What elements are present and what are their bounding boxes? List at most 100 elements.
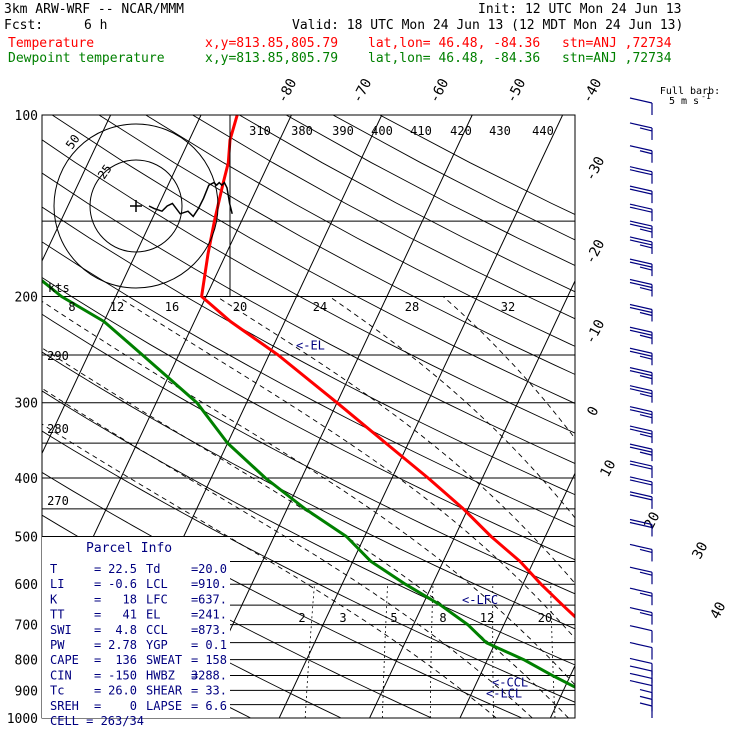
isotherm-line <box>459 472 575 718</box>
parcel-info-value: 0.1 <box>205 638 227 652</box>
parcel-info-key: K <box>50 592 58 606</box>
theta-label: 410 <box>410 124 432 138</box>
theta-label: 280 <box>47 422 69 436</box>
wind-barb-flag <box>629 347 653 354</box>
wind-barb-half <box>639 286 653 292</box>
temperature-profile <box>200 115 575 619</box>
theta-label: 440 <box>532 124 554 138</box>
mixing-ratio-label: 20 <box>538 611 552 625</box>
wind-barb-flag <box>629 188 653 195</box>
hodograph-ring <box>89 159 183 253</box>
mixing-ratio-line <box>492 584 494 718</box>
wind-barb-flag <box>629 443 653 450</box>
parcel-info-key: CAPE <box>50 653 79 667</box>
wind-barb <box>629 587 653 606</box>
parcel-info-equals: = <box>191 623 198 637</box>
temperature-legend: Temperature <box>8 36 95 51</box>
parcel-info-equals: = <box>94 562 101 576</box>
hodograph-ring-label: 25 <box>95 162 115 182</box>
parcel-info-value: 33. <box>205 684 227 698</box>
wind-barb-flag <box>629 479 653 486</box>
parcel-info-key: LFC <box>146 592 168 606</box>
wind-barb-flag <box>629 657 653 665</box>
dry-adiabat <box>332 115 575 241</box>
dry-adiabat <box>192 115 575 320</box>
parcel-info-value: 6.6 <box>205 699 227 713</box>
dry-adiabat <box>42 241 575 528</box>
wind-barb <box>629 460 653 479</box>
wind-barb-flag <box>629 281 653 289</box>
mixing-ratio-line <box>550 584 556 718</box>
mixing-ratio-line <box>304 584 315 718</box>
wind-barb-flag <box>629 185 653 192</box>
parcel-info-value: -0.6 <box>108 577 137 591</box>
parcel-info-value: 910. <box>198 577 227 591</box>
model-title: 3km ARW-WRF -- NCAR/MMM <box>4 2 185 17</box>
wind-barb-flag <box>629 641 653 649</box>
dewpoint-legend: Dewpoint temperature <box>8 51 165 66</box>
wind-barb <box>629 443 653 462</box>
wind-barb-flag <box>629 543 653 551</box>
parcel-info-value: 4.8 <box>115 623 137 637</box>
dry-adiabat <box>42 390 575 666</box>
dewpoint-latlon: lat,lon= 46.48, -84.36 <box>368 51 541 66</box>
theta-label: 390 <box>332 124 354 138</box>
wind-barb-flag <box>629 388 653 395</box>
isotherm-label: -10 <box>582 317 608 347</box>
pressure-tick-label: 700 <box>15 619 38 634</box>
wind-barb <box>629 543 653 562</box>
dry-adiabat <box>42 206 575 496</box>
wind-barb-half <box>639 688 653 694</box>
mixing-ratio-line <box>603 584 611 718</box>
forecast-hour: 6 h <box>84 18 108 33</box>
pressure-tick-label: 600 <box>15 578 38 593</box>
theta-label: 380 <box>291 124 313 138</box>
wind-barb-flag <box>629 518 653 526</box>
moist-adiabat <box>442 296 575 440</box>
wind-barb-flag <box>629 278 653 286</box>
parcel-info-equals: = <box>191 577 198 591</box>
parcel-info-key: SREH <box>50 699 79 713</box>
wind-barb-half <box>639 592 653 597</box>
dewpoint-xy: x,y=813.85,805.79 <box>205 51 339 66</box>
pressure-tick-label: 200 <box>15 291 38 306</box>
parcel-info-equals: = <box>94 699 101 713</box>
wind-barb-flag <box>629 223 653 230</box>
isotherm-line <box>42 115 202 455</box>
wind-barb <box>629 367 653 385</box>
parcel-info-key: LAPSE <box>146 699 182 713</box>
dry-adiabat <box>145 115 575 347</box>
isotherm-guide <box>665 549 740 678</box>
barb-legend-superscript: -1 <box>701 92 711 101</box>
wind-barb-flag <box>629 326 653 333</box>
hodograph <box>53 123 233 289</box>
wind-barb-flag <box>629 679 653 687</box>
isotherm-label: -50 <box>503 76 529 106</box>
wind-barb-half <box>639 266 653 271</box>
dry-adiabat <box>51 115 575 404</box>
wind-barb-half <box>639 695 653 700</box>
dry-adiabat <box>42 276 575 561</box>
pressure-tick-label: 800 <box>15 654 38 669</box>
isotherm-label: -40 <box>579 76 605 106</box>
moist-adiabat <box>216 296 575 585</box>
pressure-tick-label: 500 <box>15 530 38 545</box>
theta-label: 310 <box>249 124 271 138</box>
isotherm-label: -60 <box>426 76 452 106</box>
parcel-info-equals: = <box>191 638 198 652</box>
wind-barb <box>629 518 653 537</box>
isotherm-label: 40 <box>707 599 729 621</box>
data-lines <box>42 115 575 689</box>
parcel-info-equals: = <box>94 592 101 606</box>
wind-barb-flag <box>629 166 653 173</box>
wind-barb-flag <box>629 446 653 453</box>
plot-frame <box>41 114 576 719</box>
temperature-station: stn=ANJ ,72734 <box>562 36 672 51</box>
mixing-ratio-label: 24 <box>313 300 327 314</box>
parcel-info-key: YGP <box>146 638 168 652</box>
barb-legend: Full barb: <box>660 86 720 97</box>
wind-barb-half <box>639 311 653 317</box>
mixing-ratio-label: 2 <box>298 611 305 625</box>
dry-adiabat <box>42 313 575 595</box>
wind-barb <box>629 425 653 444</box>
